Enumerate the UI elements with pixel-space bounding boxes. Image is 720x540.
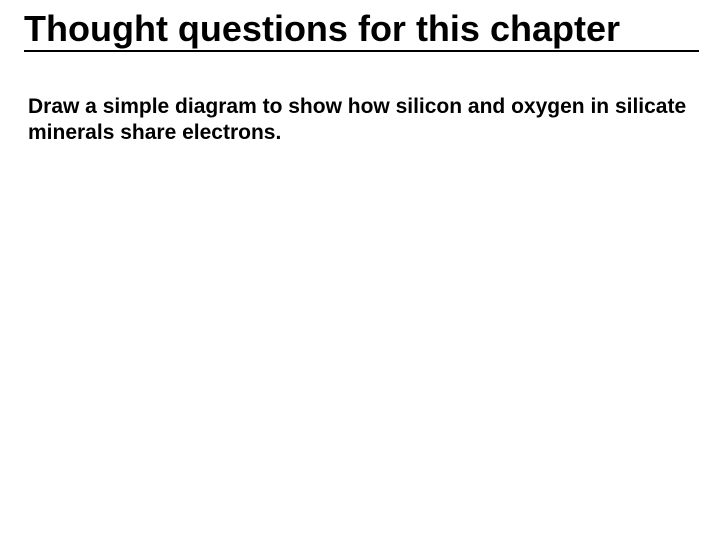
slide-container: Thought questions for this chapter Draw … bbox=[0, 0, 720, 540]
title-underline bbox=[24, 50, 699, 52]
slide-title: Thought questions for this chapter bbox=[24, 8, 700, 49]
slide-body-text: Draw a simple diagram to show how silico… bbox=[28, 94, 692, 147]
